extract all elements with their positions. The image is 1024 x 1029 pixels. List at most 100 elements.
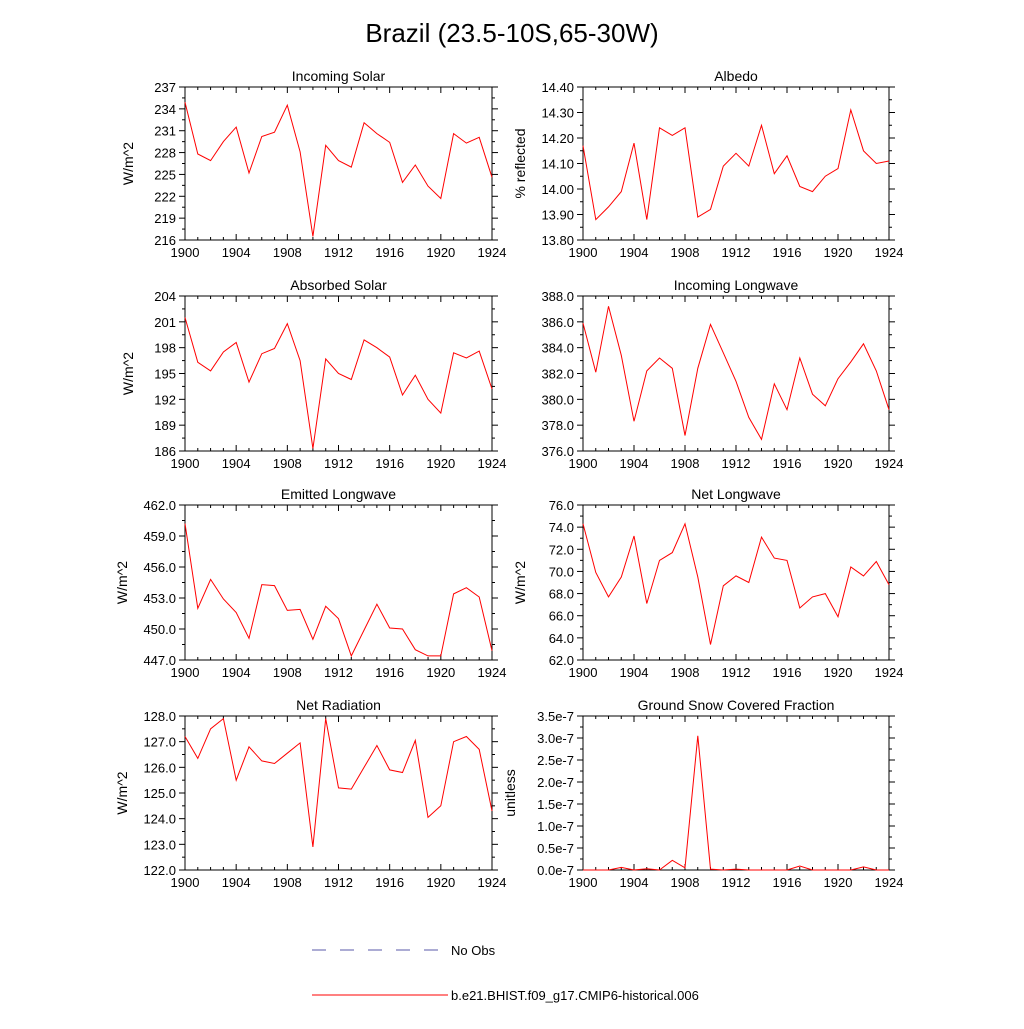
figure-title: Brazil (23.5-10S,65-30W)	[365, 18, 658, 48]
x-tick-label: 1924	[478, 875, 507, 890]
x-tick-label: 1912	[324, 456, 353, 471]
legend-label-no-obs: No Obs	[451, 943, 496, 958]
y-tick-label: 189	[154, 418, 176, 433]
x-tick-label: 1920	[426, 875, 455, 890]
y-axis-label: W/m^2	[120, 352, 136, 395]
x-tick-label: 1912	[324, 875, 353, 890]
series-line	[582, 522, 890, 645]
y-tick-label: 216	[154, 233, 176, 248]
x-tick-label: 1916	[375, 245, 404, 260]
y-tick-label: 386.0	[541, 315, 574, 330]
x-tick-label: 1924	[875, 245, 904, 260]
y-axis-label: W/m^2	[114, 771, 130, 814]
x-tick-label: 1916	[375, 665, 404, 680]
y-tick-label: 74.0	[549, 520, 574, 535]
panels: Incoming Solar 1900 1904 1908 1912 1916 1920 19…	[114, 68, 903, 890]
x-tick-label: 1912	[324, 245, 353, 260]
series-line	[184, 523, 493, 658]
x-tick-label: 1924	[478, 456, 507, 471]
y-tick-label: 384.0	[541, 341, 574, 356]
y-tick-label: 376.0	[541, 444, 574, 459]
plot-frame	[582, 715, 890, 871]
panel-title: Net Longwave	[691, 486, 781, 502]
plot-frame	[582, 295, 890, 452]
plot-frame	[184, 715, 493, 871]
panel-emitted-longwave: Emitted Longwave 1900 1904 1908 1912 1916 1920…	[114, 486, 506, 680]
x-tick-label: 1920	[426, 456, 455, 471]
x-tick-label: 1912	[722, 665, 751, 680]
y-tick-label: 66.0	[549, 609, 574, 624]
y-tick-label: 380.0	[541, 392, 574, 407]
y-tick-label: 231	[154, 124, 176, 139]
y-tick-label: 68.0	[549, 587, 574, 602]
x-tick-label: 1916	[375, 875, 404, 890]
y-tick-label: 14.30	[541, 106, 574, 121]
panel-absorbed-solar: Absorbed Solar 1900 1904 1908 1912 1916 1920 19…	[120, 277, 506, 471]
legend: No Obs b.e21.BHIST.f09_g17.CMIP6-histori…	[312, 943, 699, 1003]
y-tick-label: 204	[154, 289, 176, 304]
x-tick-label: 1920	[824, 875, 853, 890]
y-tick-label: 64.0	[549, 631, 574, 646]
x-tick-label: 1904	[222, 875, 251, 890]
series-line	[582, 306, 890, 441]
panel-title: Emitted Longwave	[281, 486, 396, 502]
x-tick-label: 1904	[620, 245, 649, 260]
y-axis-label: W/m^2	[120, 142, 136, 185]
y-tick-label: 0.0e-7	[537, 863, 574, 878]
x-tick-label: 1924	[478, 245, 507, 260]
y-tick-label: 195	[154, 367, 176, 382]
x-tick-label: 1900	[569, 665, 598, 680]
y-tick-label: 219	[154, 211, 176, 226]
y-tick-label: 14.00	[541, 182, 574, 197]
panel-title: Albedo	[714, 68, 758, 84]
panel-albedo: Albedo 1900 1904 1908 1912 1916 1920 1924 13.80 1…	[512, 68, 903, 260]
x-tick-label: 1900	[569, 245, 598, 260]
x-tick-label: 1924	[875, 875, 904, 890]
x-tick-label: 1916	[773, 875, 802, 890]
y-tick-label: 0.5e-7	[537, 841, 574, 856]
x-tick-label: 1900	[569, 456, 598, 471]
x-tick-label: 1908	[273, 245, 302, 260]
y-tick-label: 388.0	[541, 289, 574, 304]
y-tick-label: 76.0	[549, 498, 574, 513]
y-tick-label: 13.90	[541, 208, 574, 223]
y-tick-label: 70.0	[549, 564, 574, 579]
plot-frame	[184, 86, 493, 241]
y-tick-label: 453.0	[143, 591, 176, 606]
y-tick-label: 127.0	[143, 735, 176, 750]
x-tick-label: 1920	[426, 665, 455, 680]
x-tick-label: 1900	[171, 456, 200, 471]
y-tick-label: 2.5e-7	[537, 753, 574, 768]
panel-title: Net Radiation	[296, 697, 381, 713]
y-tick-label: 450.0	[143, 622, 176, 637]
panel-ground-snow-covered-fraction: Ground Snow Covered Fraction 1900 1904 1908…	[502, 697, 903, 890]
y-tick-label: 123.0	[143, 837, 176, 852]
y-tick-label: 128.0	[143, 709, 176, 724]
x-tick-label: 1904	[620, 665, 649, 680]
y-tick-label: 456.0	[143, 560, 176, 575]
x-tick-label: 1904	[620, 875, 649, 890]
y-tick-label: 3.5e-7	[537, 709, 574, 724]
x-tick-label: 1920	[824, 665, 853, 680]
x-tick-label: 1908	[671, 456, 700, 471]
series-line	[184, 317, 493, 449]
x-tick-label: 1916	[773, 665, 802, 680]
x-tick-label: 1908	[671, 245, 700, 260]
panel-title: Absorbed Solar	[290, 277, 387, 293]
y-axis-label: % reflected	[512, 128, 528, 198]
panel-title: Incoming Longwave	[674, 277, 799, 293]
x-tick-label: 1900	[171, 665, 200, 680]
x-tick-label: 1924	[478, 665, 507, 680]
panel-net-radiation: Net Radiation 1900 1904 1908 1912 1916 1920 192…	[114, 697, 506, 890]
x-tick-label: 1900	[171, 875, 200, 890]
x-tick-label: 1916	[773, 456, 802, 471]
y-tick-label: 186	[154, 444, 176, 459]
y-tick-label: 237	[154, 80, 176, 95]
x-tick-label: 1900	[569, 875, 598, 890]
x-tick-label: 1912	[324, 665, 353, 680]
x-tick-label: 1900	[171, 245, 200, 260]
series-line	[582, 107, 890, 221]
y-tick-label: 462.0	[143, 498, 176, 513]
x-tick-label: 1912	[722, 875, 751, 890]
